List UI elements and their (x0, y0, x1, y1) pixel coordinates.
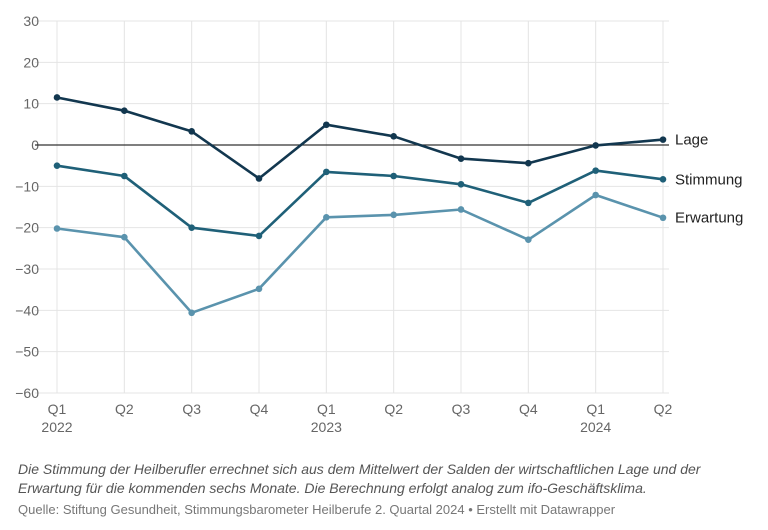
y-tick-label: −20 (15, 220, 39, 236)
series-lines (53, 94, 667, 317)
data-point-stimmung (457, 180, 465, 188)
data-point-stimmung (592, 167, 599, 174)
series-line-stimmung (55, 164, 665, 238)
y-tick-label: 20 (23, 54, 39, 70)
x-tick-label: Q1 (317, 401, 336, 417)
data-point-lage (188, 128, 195, 135)
x-tick-label: Q2 (654, 401, 673, 417)
x-year-label: 2022 (41, 419, 72, 435)
data-point-erwartung (188, 309, 195, 317)
data-point-erwartung (390, 211, 397, 219)
x-tick-label: Q3 (452, 401, 471, 417)
data-point-lage (323, 121, 330, 129)
source-credit: Erstellt mit Datawrapper (476, 502, 616, 517)
series-labels: Lage Stimmung Erwartung (675, 132, 743, 227)
data-point-erwartung (53, 225, 61, 232)
series-label-stimmung: Stimmung (675, 171, 743, 188)
data-point-stimmung (188, 224, 195, 231)
x-axis: Q1 Q2 Q3 Q4 Q1 Q2 Q3 Q4 Q1 Q2 2022 2023 2024 (41, 401, 672, 435)
y-tick-label: −60 (15, 385, 39, 401)
data-point-erwartung (592, 191, 599, 199)
data-point-erwartung (121, 233, 128, 241)
x-tick-label: Q2 (384, 401, 403, 417)
data-point-stimmung (525, 199, 532, 207)
series-label-lage: Lage (675, 132, 708, 149)
data-point-stimmung (390, 172, 397, 180)
y-tick-label: −30 (15, 261, 39, 277)
series-line-erwartung (55, 193, 665, 315)
source-separator: • (464, 502, 477, 517)
data-point-lage (525, 159, 532, 167)
source-text: Stiftung Gesundheit, Stimmungsbarometer … (62, 502, 465, 517)
grid-lines (35, 20, 669, 394)
data-point-stimmung (255, 232, 263, 240)
x-tick-label: Q1 (586, 401, 605, 417)
x-tick-label: Q4 (519, 401, 538, 417)
x-tick-label: Q1 (48, 401, 67, 417)
series-label-erwartung: Erwartung (675, 210, 743, 227)
data-point-stimmung (121, 172, 128, 180)
x-year-label: 2024 (580, 419, 611, 435)
data-point-lage (390, 133, 397, 140)
y-tick-label: −40 (15, 302, 39, 318)
y-tick-label: −50 (15, 344, 39, 360)
y-tick-label: 10 (23, 96, 39, 112)
chart-notes: Die Stimmung der Heilberufler errechnet … (18, 461, 701, 496)
data-point-lage (255, 175, 263, 182)
data-point-erwartung (457, 206, 465, 213)
y-tick-label: −10 (15, 178, 39, 194)
data-point-stimmung (659, 176, 667, 183)
x-tick-label: Q2 (115, 401, 134, 417)
data-point-lage (121, 107, 128, 114)
series-line-lage (55, 96, 665, 180)
chart-source: Quelle: Stiftung Gesundheit, Stimmungsba… (18, 502, 753, 517)
data-point-stimmung (53, 162, 61, 169)
data-point-erwartung (659, 214, 667, 222)
data-point-lage (53, 94, 61, 101)
x-tick-label: Q4 (250, 401, 269, 417)
x-year-label: 2023 (311, 419, 342, 435)
data-point-lage (457, 155, 465, 162)
data-point-lage (592, 142, 599, 149)
data-point-stimmung (323, 168, 330, 176)
x-tick-label: Q3 (182, 401, 201, 417)
data-point-erwartung (255, 285, 263, 293)
data-point-lage (659, 136, 667, 143)
data-point-erwartung (525, 236, 532, 243)
y-tick-label: 30 (23, 13, 39, 29)
data-point-erwartung (323, 214, 330, 221)
source-prefix: Quelle: (18, 502, 63, 517)
